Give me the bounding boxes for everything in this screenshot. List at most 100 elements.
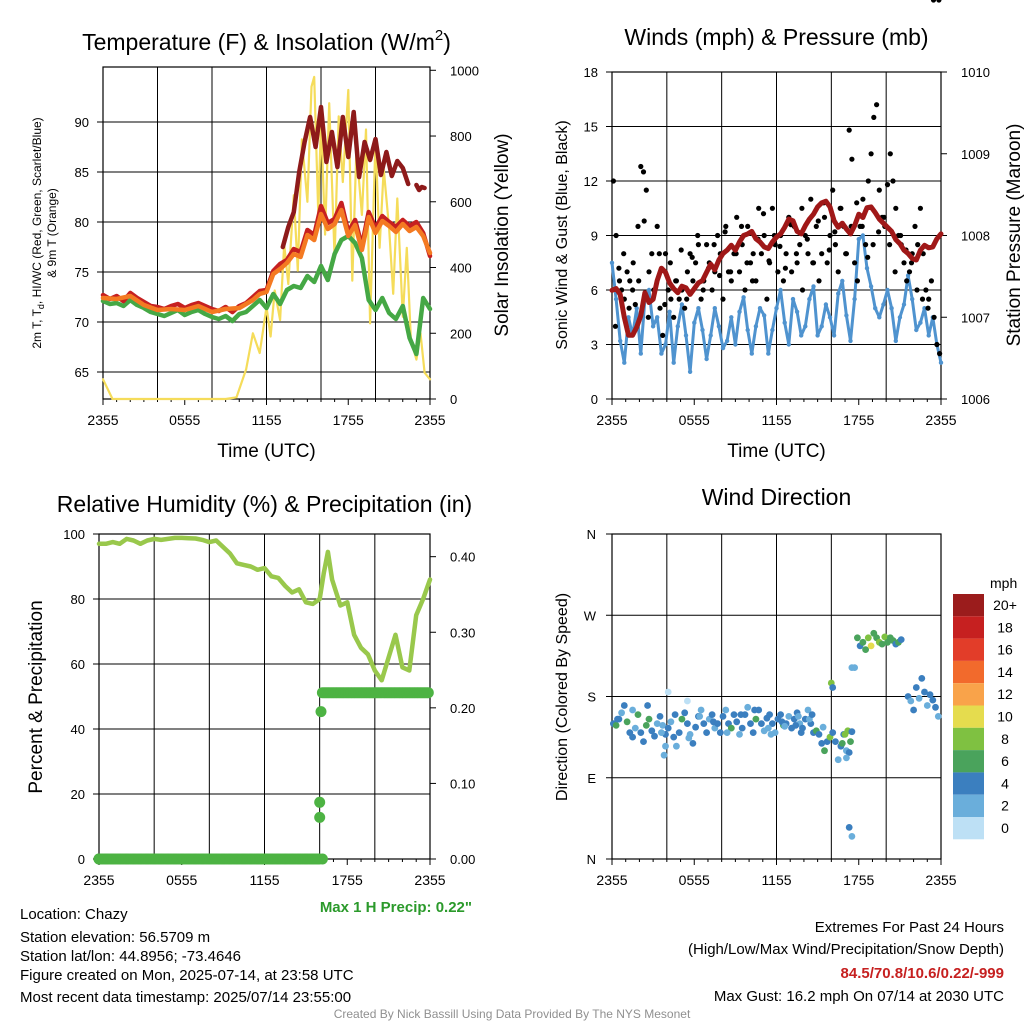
direction-point — [623, 718, 631, 726]
gust-point — [695, 242, 702, 248]
gust-point — [936, 0, 942, 3]
gust-point — [612, 323, 619, 329]
gust-point — [868, 151, 874, 157]
x-tick-label: 1155 — [249, 872, 279, 888]
direction-point — [834, 756, 842, 764]
x-tick-label: 1755 — [333, 412, 364, 428]
wind-point — [675, 324, 680, 329]
wind-point — [613, 296, 619, 302]
legend-label: 20+ — [993, 597, 1017, 613]
wind-point — [873, 306, 878, 311]
gust-point — [689, 254, 695, 260]
y-tick-label: 12 — [584, 174, 598, 189]
direction-point — [744, 703, 752, 711]
gust-point — [815, 218, 821, 224]
x-tick-label: 0555 — [166, 872, 197, 888]
rh-ylabel: Percent & Precipitation — [26, 600, 47, 793]
created-text: Figure created on Mon, 2025-07-14, at 23… — [20, 967, 354, 984]
direction-point — [612, 722, 620, 729]
direction-point — [934, 713, 942, 720]
gust-point — [843, 251, 849, 257]
x-tick-label: 1755 — [332, 872, 363, 888]
gust-point — [827, 232, 833, 239]
direction-point — [640, 738, 647, 745]
wind-xlabel: Time (UTC) — [727, 441, 826, 462]
gust-point — [613, 232, 619, 239]
wind-point — [819, 324, 824, 329]
heat_index-line — [414, 182, 427, 193]
wind-point — [770, 327, 775, 333]
temp-chart-title: Temperature (F) & Insolation (W/m2) — [82, 27, 451, 55]
direction-point — [923, 702, 931, 709]
direction-point — [681, 709, 689, 717]
y-tick-label: 65 — [75, 365, 89, 380]
wind-point — [938, 360, 944, 365]
y-tick-label: 90 — [75, 115, 89, 130]
direction-point — [631, 724, 639, 732]
gust-point — [717, 272, 723, 279]
x-tick-label: 1155 — [761, 872, 791, 888]
gust-point — [728, 269, 734, 275]
latlon-text: Station lat/lon: 44.8956; -73.4646 — [20, 948, 242, 965]
gust-point — [832, 229, 838, 235]
gust-point — [870, 242, 876, 248]
temp-xlabel: Time (UTC) — [217, 441, 316, 462]
ylabel-sub: d — [36, 304, 46, 309]
x-tick-label: 2355 — [414, 412, 445, 428]
direction-point — [737, 711, 745, 718]
wind-point — [700, 327, 705, 333]
gust-point — [906, 269, 913, 275]
x-tick-label: 1155 — [761, 412, 791, 428]
wind-point — [844, 313, 849, 318]
ylabel-part: 2m T, T — [30, 308, 44, 348]
direction-point — [845, 824, 853, 831]
gust-point — [704, 242, 710, 248]
wind-point — [914, 327, 919, 333]
y2-tick-label: 0.40 — [450, 550, 475, 565]
x-tick-label: 2355 — [414, 872, 445, 888]
direction-point — [618, 709, 625, 717]
direction-point — [723, 729, 731, 736]
legend-label: 8 — [1001, 731, 1009, 747]
gust-point — [915, 242, 921, 248]
direction-point — [912, 684, 920, 691]
y2-tick-label: 1010 — [961, 65, 990, 80]
legend-swatch — [953, 705, 984, 728]
direction-point — [921, 688, 928, 696]
gust-point — [761, 232, 767, 239]
wind-point — [729, 315, 734, 320]
gust-point — [925, 305, 931, 311]
direction-point — [684, 697, 691, 705]
direction-point — [648, 727, 656, 735]
wind-point — [860, 233, 866, 238]
wind-point — [827, 315, 833, 320]
wind-point — [753, 324, 759, 329]
gust-point — [698, 296, 704, 302]
direction-point — [769, 720, 776, 727]
legend-label: 0 — [1001, 820, 1009, 836]
wind-point — [737, 309, 742, 314]
wind-point — [782, 320, 787, 325]
direction-point — [808, 711, 816, 718]
gust-point — [657, 305, 663, 311]
max-precip-label: Max 1 H Precip: 0.22" — [320, 899, 472, 916]
wdir-ylabel: Direction (Colored By Speed) — [554, 593, 571, 801]
gust-point — [923, 287, 929, 293]
legend-swatch — [953, 772, 984, 795]
gust-point — [775, 269, 781, 275]
direction-point — [614, 715, 621, 723]
legend-label: 18 — [997, 619, 1013, 635]
direction-point — [859, 638, 867, 646]
pressure-line — [609, 198, 944, 338]
gust-point — [667, 260, 673, 266]
gust-point — [832, 242, 839, 248]
y2-tick-label: 400 — [450, 261, 472, 276]
direction-point — [637, 729, 645, 736]
gust-point — [780, 278, 787, 284]
direction-point — [847, 738, 854, 745]
gust-point — [728, 278, 734, 284]
direction-point — [766, 711, 773, 718]
x-tick-label: 2355 — [87, 412, 118, 428]
extremes-title: Extremes For Past 24 Hours — [814, 919, 1004, 936]
wind-point — [790, 296, 796, 302]
